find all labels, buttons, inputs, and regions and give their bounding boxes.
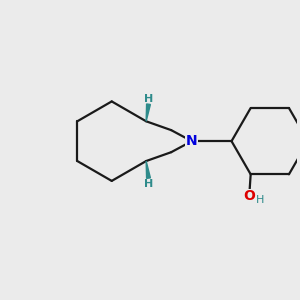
Text: N: N bbox=[186, 134, 198, 148]
Text: H: H bbox=[144, 179, 153, 189]
Polygon shape bbox=[146, 161, 150, 178]
Text: O: O bbox=[243, 189, 255, 203]
Text: H: H bbox=[256, 195, 265, 205]
Polygon shape bbox=[146, 104, 150, 121]
Text: H: H bbox=[144, 94, 153, 103]
